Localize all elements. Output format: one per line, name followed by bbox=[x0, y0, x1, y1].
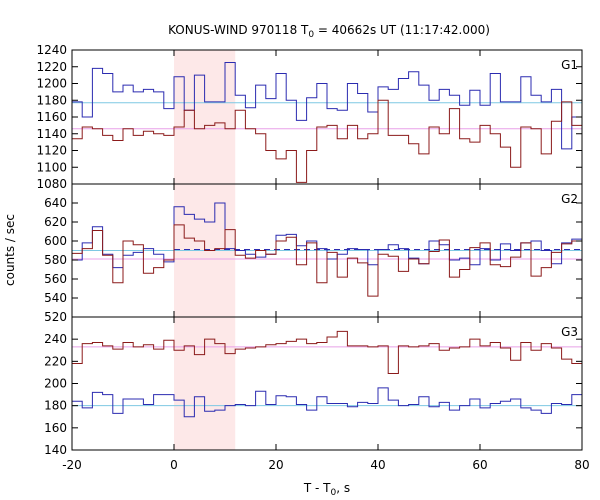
g2-ytick-label: 620 bbox=[44, 215, 67, 229]
g2-series-1-line bbox=[72, 224, 582, 297]
xtick-label: 0 bbox=[170, 458, 178, 472]
g3-series-0-line bbox=[72, 330, 582, 375]
g1-series-1-line bbox=[72, 99, 582, 183]
g1-ytick-label: 1180 bbox=[36, 93, 67, 107]
g1-ytick-label: 1220 bbox=[36, 60, 67, 74]
y-axis-label: counts / sec bbox=[3, 214, 17, 286]
g3-ytick-label: 160 bbox=[44, 421, 67, 435]
g1-label: G1 bbox=[561, 58, 578, 72]
g1-ytick-label: 1200 bbox=[36, 77, 67, 91]
xtick-label: -20 bbox=[62, 458, 82, 472]
g3-ytick-label: 180 bbox=[44, 399, 67, 413]
g1-ytick-label: 1100 bbox=[36, 160, 67, 174]
xtick-label: 60 bbox=[472, 458, 487, 472]
xtick-label: 20 bbox=[268, 458, 283, 472]
g3-series-1-line bbox=[72, 387, 582, 418]
x-axis-label: T - T0, s bbox=[303, 481, 350, 498]
g2-ytick-label: 540 bbox=[44, 291, 67, 305]
g1-frame bbox=[71, 49, 583, 185]
x-axis-label-subscript: 0 bbox=[331, 488, 337, 498]
g2-ytick-label: 580 bbox=[44, 253, 67, 267]
g2-label: G2 bbox=[561, 192, 578, 206]
g3-ytick-label: 140 bbox=[44, 443, 67, 457]
g1-ytick-label: 1140 bbox=[36, 127, 67, 141]
g3-ytick-label: 240 bbox=[44, 332, 67, 346]
g1-ytick-label: 1160 bbox=[36, 110, 67, 124]
chart-title: KONUS-WIND 970118 T0 = 40662s UT (11:17:… bbox=[168, 23, 490, 40]
g1-ytick-label: 1080 bbox=[36, 177, 67, 191]
xtick-label: 40 bbox=[370, 458, 385, 472]
g1-series-0-line bbox=[72, 62, 582, 150]
g2-ytick-label: 640 bbox=[44, 196, 67, 210]
g3-label: G3 bbox=[561, 325, 578, 339]
g1-ytick-label: 1240 bbox=[36, 43, 67, 57]
g2-ytick-label: 600 bbox=[44, 234, 67, 248]
g2-ytick-label: 520 bbox=[44, 310, 67, 324]
plot-area: 1080 1100 1120 1140 1160 1180 1200 1220 1240 G1 52… bbox=[36, 43, 589, 472]
xtick-label: 80 bbox=[574, 458, 589, 472]
g2-ytick-label: 560 bbox=[44, 272, 67, 286]
g1-ytick-label: 1120 bbox=[36, 144, 67, 158]
g3-ytick-label: 220 bbox=[44, 354, 67, 368]
g3-ytick-label: 200 bbox=[44, 377, 67, 391]
chart-title-subscript: 0 bbox=[308, 30, 314, 40]
